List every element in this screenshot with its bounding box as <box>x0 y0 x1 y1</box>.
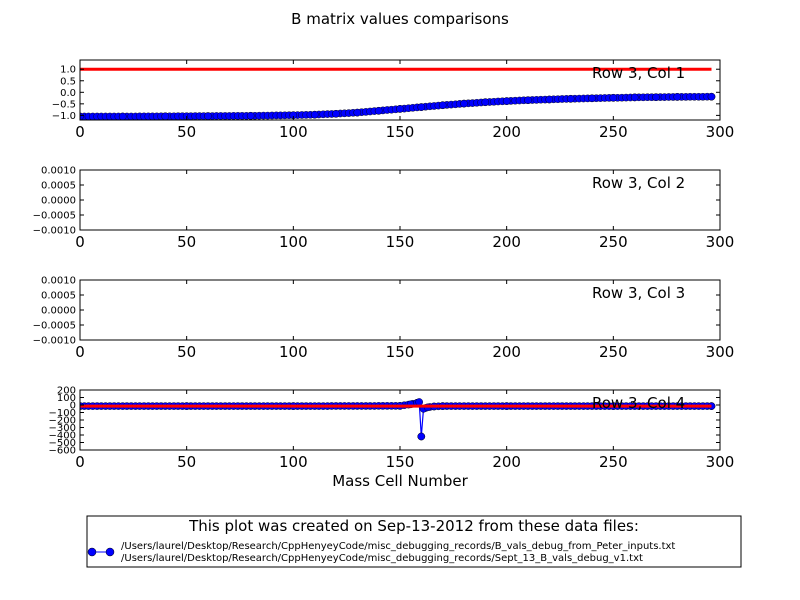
x-tick-label: 100 <box>279 453 308 471</box>
data-point <box>417 103 426 111</box>
subplots: 0 50 100 150 200 250 300 −1.0−0.50.00.51.0 Row 3… <box>33 59 735 472</box>
chart-title: B matrix values comparisons <box>291 10 509 28</box>
x-tick-label: 250 <box>599 123 628 141</box>
y-tick-label: 0.5 <box>60 76 76 87</box>
x-tick-label: 150 <box>386 123 415 141</box>
y-tick-label: 0.0005 <box>41 181 76 192</box>
series-group <box>80 67 716 120</box>
x-tick-label: 0 <box>75 343 85 361</box>
x-tick-label: 100 <box>279 343 308 361</box>
x-tick-label: 150 <box>386 233 415 251</box>
panel-annotation: Row 3, Col 1 <box>592 64 685 82</box>
data-point <box>161 112 170 120</box>
x-tick-label: 300 <box>706 233 735 251</box>
y-tick-label: −0.0005 <box>33 211 76 222</box>
y-tick-label: −0.0010 <box>33 226 76 237</box>
series-group <box>80 398 716 441</box>
y-tick-label: 0.0000 <box>41 306 76 317</box>
x-tick-label: 200 <box>492 123 521 141</box>
y-tick-label: 0.0010 <box>41 166 76 177</box>
y-tick-label: −500 <box>49 438 76 449</box>
x-tick-label: 200 <box>492 233 521 251</box>
y-tick-label: −400 <box>49 431 76 442</box>
data-point <box>118 112 127 120</box>
x-tick-label: 100 <box>279 123 308 141</box>
data-point <box>502 97 511 105</box>
data-point <box>545 95 554 104</box>
y-tick-label: 0.0 <box>60 88 76 99</box>
panel-annotation: Row 3, Col 3 <box>592 284 685 302</box>
y-tick-label: −0.5 <box>52 99 76 110</box>
x-tick-label: 50 <box>177 233 196 251</box>
data-point <box>396 105 404 113</box>
x-tick-label: 0 <box>75 123 85 141</box>
data-point <box>630 93 639 102</box>
x-tick-label: 300 <box>706 123 735 141</box>
x-tick-label: 250 <box>599 343 628 361</box>
x-axis-label: Mass Cell Number <box>332 472 468 490</box>
y-tick-label: 0 <box>70 401 76 412</box>
data-point <box>524 96 532 104</box>
x-tick-label: 250 <box>599 453 628 471</box>
legend-heading: This plot was created on Sep-13-2012 fro… <box>188 517 639 535</box>
x-tick-label: 0 <box>75 453 85 471</box>
y-tick-label: −0.0005 <box>33 321 76 332</box>
x-tick-label: 50 <box>177 343 196 361</box>
y-tick-label: −200 <box>49 416 76 427</box>
panel-annotation: Row 3, Col 2 <box>592 174 685 192</box>
x-tick-label: 300 <box>706 343 735 361</box>
subplot-1: 0 50 100 150 200 250 300 −1.0−0.50.00.51.0 Row 3… <box>52 59 735 141</box>
x-tick-label: 150 <box>386 343 415 361</box>
data-point <box>204 112 212 120</box>
data-point <box>417 432 426 441</box>
legend-marker-icon <box>87 547 115 557</box>
subplot-2: 0 50 100 150 200 250 300 −0.0010 −0.0005 0.0000 0.… <box>33 166 735 252</box>
legend-entry-2: /Users/laurel/Desktop/Research/CppHenyey… <box>121 553 643 564</box>
y-tick-label: 1.0 <box>60 65 76 76</box>
y-tick-label: 200 <box>57 386 76 397</box>
y-tick-label: −0.0010 <box>33 336 76 347</box>
data-point <box>246 112 255 120</box>
x-tick-label: 250 <box>599 233 628 251</box>
data-point <box>566 95 575 103</box>
y-tick-label: −100 <box>49 408 76 419</box>
data-point <box>673 93 682 101</box>
data-point <box>652 93 660 101</box>
y-tick-label: −300 <box>49 423 76 434</box>
y-tick-label: −600 <box>49 446 76 457</box>
x-tick-label: 50 <box>177 453 196 471</box>
x-tick-label: 150 <box>386 453 415 471</box>
x-tick-label: 100 <box>279 233 308 251</box>
y-tick-label: 0.0000 <box>41 196 76 207</box>
y-tick-label: 100 <box>57 393 76 404</box>
x-tick-label: 300 <box>706 453 735 471</box>
subplot-3: 0 50 100 150 200 250 300 −0.0010 −0.0005 0.0000 0.… <box>33 276 735 362</box>
data-point <box>415 398 424 406</box>
data-point <box>310 110 319 119</box>
data-point <box>609 94 618 102</box>
y-tick-label: 0.0010 <box>41 276 76 287</box>
data-point <box>332 110 340 118</box>
data-point <box>588 94 596 103</box>
x-tick-label: 200 <box>492 453 521 471</box>
data-point <box>460 99 468 108</box>
legend-entry-1: /Users/laurel/Desktop/Research/CppHenyey… <box>121 541 675 552</box>
data-point <box>481 98 490 106</box>
legend-box: This plot was created on Sep-13-2012 fro… <box>86 515 742 568</box>
subplot-4: 0 50 100 150 200 250 300 −600−500−400−300−200−1… <box>49 386 735 472</box>
y-tick-label: −1.0 <box>52 111 76 122</box>
y-tick-label: 0.0005 <box>41 291 76 302</box>
data-point <box>707 92 716 101</box>
x-tick-label: 0 <box>75 233 85 251</box>
x-tick-label: 50 <box>177 123 196 141</box>
data-point <box>353 108 362 117</box>
data-point <box>374 107 383 115</box>
x-tick-label: 200 <box>492 343 521 361</box>
data-point <box>438 101 447 109</box>
panel-annotation: Row 3, Col 4 <box>592 394 685 412</box>
